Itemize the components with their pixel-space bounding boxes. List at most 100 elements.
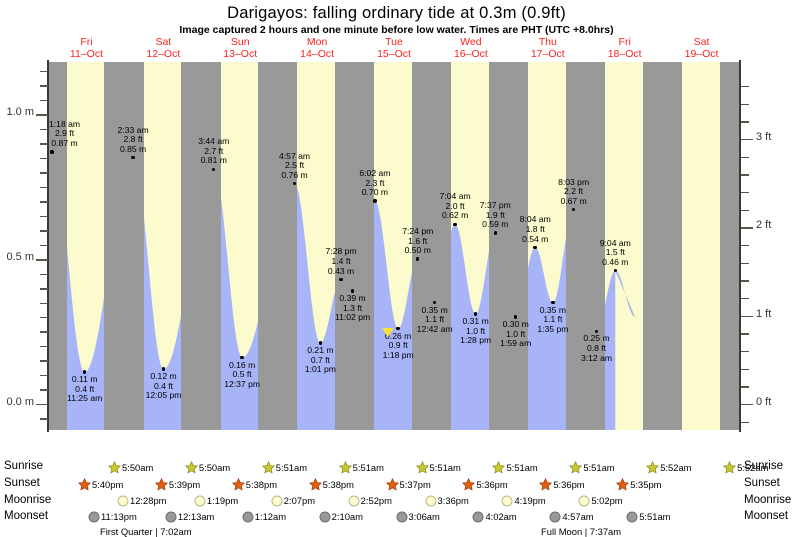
y-tick-left [40, 360, 48, 362]
tide-feet: 1.4 ft [331, 255, 351, 266]
y-tick-right [741, 368, 749, 371]
tide-extreme-dot [551, 300, 555, 305]
tide-extreme-dot [613, 268, 617, 273]
y-tick-right [741, 209, 749, 212]
tide-metres: 0.43 m [327, 265, 355, 276]
moonrise-time: 3:36pm [437, 495, 469, 506]
moonset-cell-7: 5:51am [626, 511, 671, 523]
y-tick-left [40, 128, 48, 131]
day-name: Tue [385, 36, 403, 48]
tide-metres: 0.39 m [339, 292, 366, 303]
tide-feet: 0.7 ft [310, 354, 330, 365]
y-tick-left [40, 186, 48, 189]
tide-extreme-dot [50, 150, 54, 154]
day-header-row: Fri 11–Oct Sat 12–Oct Sun 13–Oct Mon 14–Oct Tue 1… [48, 36, 740, 60]
y-tick-right [741, 174, 749, 176]
tide-metres: 0.85 m [119, 143, 147, 154]
sunset-cell-1: 5:39pm [155, 478, 200, 491]
moonrise-cell-2: 2:07pm [271, 495, 315, 507]
y-tick-left [40, 331, 48, 333]
tide-extreme-label-10: 6:02 am 2.3 ft 0.70 m [359, 168, 390, 198]
sunset-time: 5:36pm [476, 479, 508, 490]
moon-phase-1: Full Moon | 7:37am [541, 526, 622, 537]
row-label-left-moonset: Moonset [4, 510, 49, 522]
moonset-cell-1: 12:13am [165, 511, 214, 523]
tide-extreme-dot [82, 370, 87, 374]
day-name: Mon [306, 36, 328, 48]
sunrise-icon [262, 461, 276, 474]
moonrise-icon [271, 495, 284, 507]
y-tick-left [40, 374, 48, 377]
tide-metres: 0.12 m [150, 371, 177, 382]
night-band [719, 62, 740, 430]
sunrise-cell-5: 5:51am [492, 461, 538, 474]
day-header-5: Wed 16–Oct [426, 36, 516, 60]
sunset-time: 5:35pm [630, 479, 662, 490]
day-date: 16–Oct [453, 48, 488, 60]
current-time-marker [382, 328, 394, 337]
y-tick-right [741, 103, 749, 106]
moonset-time: 4:57am [562, 511, 594, 522]
moonset-cell-4: 3:06am [396, 511, 440, 523]
sunrise-cell-7: 5:52am [646, 461, 692, 474]
y-label-right-0: 3 ft [756, 130, 772, 143]
y-tick-left [40, 201, 48, 203]
y-label-left-2: 0.0 m [6, 395, 34, 408]
tide-extreme-dot [571, 208, 576, 212]
page-title: Darigayos: falling ordinary tide at 0.3m… [227, 4, 566, 22]
moonrise-icon [501, 495, 514, 507]
sunrise-time: 5:50am [198, 462, 231, 473]
tide-extreme-label-16: 7:37 pm 1.9 ft 0.59 m [480, 200, 511, 230]
moonset-cell-3: 2:10am [319, 511, 363, 523]
moonset-time: 12:13am [177, 511, 215, 522]
tide-metres: 0.81 m [200, 155, 227, 166]
moonrise-cell-4: 3:36pm [425, 495, 469, 507]
day-name: Thu [538, 36, 557, 48]
moonset-icon [88, 511, 101, 523]
tide-metres: 0.30 m [502, 318, 529, 329]
moonset-icon [242, 511, 255, 523]
moonrise-time: 5:02pm [591, 495, 623, 506]
tide-extreme-label-12: 7:24 pm 1.6 ft 0.50 m [402, 226, 434, 256]
day-header-2: Sun 13–Oct [195, 36, 285, 60]
y-tick-left [40, 172, 48, 174]
tide-time: 7:24 pm [402, 226, 434, 237]
y-tick-right [741, 262, 749, 265]
tide-extreme-label-6: 4:57 am 2.5 ft 0.76 m [279, 151, 310, 181]
sunset-icon [385, 478, 400, 491]
moon-phase-0: First Quarter | 7:02am [100, 526, 192, 537]
sunset-time: 5:37pm [399, 479, 431, 490]
astronomy-table: Sunrise Sunset Moonrise Moonset Sunrise Sunse… [0, 452, 793, 537]
tide-extreme-dot [131, 155, 135, 160]
tide-extreme-label-18: 8:04 am 1.8 ft 0.54 m [520, 215, 551, 244]
tide-metres: 0.26 m [385, 330, 412, 341]
page-subtitle: Image captured 2 hours and one minute be… [179, 24, 614, 36]
night-band [181, 62, 221, 430]
night-band [488, 62, 529, 430]
tide-metres: 0.11 m [71, 374, 98, 385]
tide-feet: 2.8 ft [123, 134, 143, 145]
row-label-left-sunset: Sunset [4, 477, 40, 489]
tide-metres: 0.87 m [51, 138, 78, 148]
y-tick-right [741, 280, 749, 282]
day-name: Fri [618, 36, 631, 48]
tide-extreme-label-19: 0.35 m 1.1 ft 1:35 pm [537, 305, 568, 335]
y-tick-right [741, 85, 749, 88]
day-date: 19–Oct [684, 48, 719, 60]
tide-feet: 2.5 ft [284, 160, 305, 171]
tide-feet: 0.9 ft [388, 340, 408, 351]
sunset-icon [308, 478, 323, 491]
sunset-time: 5:38pm [245, 479, 278, 490]
night-band [48, 62, 67, 430]
tide-time: 1:28 pm [460, 335, 492, 346]
y-tick-right [741, 156, 749, 159]
day-date: 12–Oct [146, 48, 181, 60]
tide-extreme-dot [513, 315, 518, 319]
moonrise-time: 2:52pm [360, 495, 392, 506]
tide-metres: 0.31 m [462, 316, 489, 327]
moonset-cell-0: 11:13pm [88, 511, 137, 523]
y-tick-left [40, 389, 48, 391]
y-label-right-3: 0 ft [756, 395, 772, 408]
tide-extreme-dot [240, 355, 244, 360]
y-tick-right [741, 403, 753, 406]
